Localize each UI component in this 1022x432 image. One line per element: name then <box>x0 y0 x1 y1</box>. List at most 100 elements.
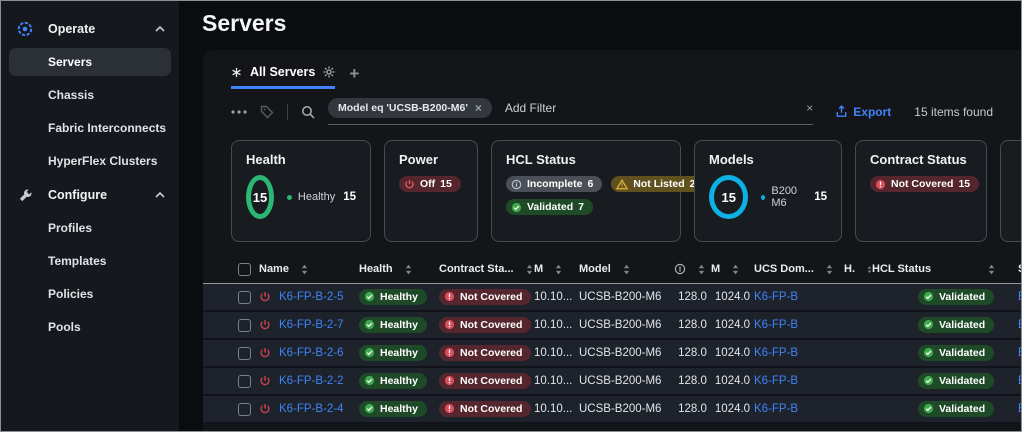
models-widget[interactable]: Models 15 B200 M6 15 <box>694 140 842 242</box>
ucs-domain-link[interactable]: K6-FP-B <box>754 375 799 387</box>
export-button[interactable]: Export <box>835 105 891 119</box>
chevron-up-icon[interactable] <box>155 192 165 198</box>
column-header-h[interactable]: H. <box>844 263 872 275</box>
ucs-domain-link[interactable]: K6-FP-B <box>754 403 799 415</box>
table-row[interactable]: K6-FP-B-2-2 Healthy Not Covered 10.10...… <box>203 368 1021 396</box>
column-header-model[interactable]: Model <box>579 263 674 275</box>
sort-icon[interactable] <box>867 264 872 275</box>
remove-filter-icon[interactable]: × <box>474 101 482 115</box>
server-profile-link[interactable]: B <box>1009 347 1021 359</box>
health-label: Healthy <box>380 402 418 415</box>
sidebar-item-fabric-interconnects[interactable]: Fabric Interconnects <box>9 114 171 142</box>
column-header-cpu[interactable] <box>674 263 711 275</box>
server-profile-link[interactable]: B <box>1009 319 1021 331</box>
table-row[interactable]: K6-FP-B-2-7 Healthy Not Covered 10.10...… <box>203 312 1021 340</box>
ucs-domain-link[interactable]: K6-FP-B <box>754 347 799 359</box>
hcl-label: Validated <box>939 290 986 303</box>
server-profile-link[interactable]: B <box>1009 291 1021 303</box>
server-name-link[interactable]: K6-FP-B-2-2 <box>279 375 344 387</box>
server-profile-link[interactable]: B <box>1009 375 1021 387</box>
filter-chip[interactable]: Model eq 'UCSB-B200-M6' × <box>328 98 492 118</box>
hcl-not-listed-badge[interactable]: Not Listed 2 <box>611 176 705 192</box>
contract-label: Not Covered <box>460 402 523 415</box>
sort-icon[interactable] <box>732 264 739 275</box>
row-checkbox[interactable] <box>238 402 251 416</box>
sort-icon[interactable] <box>405 264 412 275</box>
table-row[interactable]: K6-FP-B-2-4 Healthy Not Covered 10.10...… <box>203 396 1021 424</box>
sort-icon[interactable] <box>623 264 630 275</box>
column-header-health[interactable]: Health <box>359 263 439 275</box>
power-off-badge[interactable]: Off 15 <box>399 176 461 192</box>
legend-dot <box>286 194 292 200</box>
sort-icon[interactable] <box>526 264 533 275</box>
divider <box>287 103 288 120</box>
power-widget[interactable]: Power Off 15 <box>384 140 478 242</box>
view-settings-gear-icon[interactable] <box>323 66 335 78</box>
ucs-domain-link[interactable]: K6-FP-B <box>754 291 799 303</box>
column-label: M <box>534 263 544 275</box>
sidebar-item-pools[interactable]: Pools <box>9 313 171 341</box>
sort-icon[interactable] <box>698 264 705 275</box>
health-badge: Healthy <box>359 288 427 305</box>
sort-icon[interactable] <box>988 264 995 275</box>
sidebar-section-operate[interactable]: Operate <box>1 15 179 43</box>
column-header-name[interactable]: Name <box>259 263 359 275</box>
sidebar-item-hyperflex-clusters[interactable]: HyperFlex Clusters <box>9 147 171 175</box>
not-covered-badge[interactable]: Not Covered 15 <box>870 176 980 192</box>
hcl-incomplete-badge[interactable]: Incomplete 6 <box>506 176 603 192</box>
column-header-server-profile[interactable]: S <box>1009 263 1021 275</box>
management-ip: 10.10... <box>534 319 573 331</box>
chevron-up-icon[interactable] <box>155 26 165 32</box>
sort-icon[interactable] <box>555 264 562 275</box>
tag-icon[interactable] <box>260 105 274 119</box>
contract-status-widget[interactable]: Contract Status Not Covered 15 <box>855 140 987 242</box>
server-name-link[interactable]: K6-FP-B-2-7 <box>279 319 344 331</box>
health-badge: Healthy <box>359 316 427 333</box>
sidebar-item-policies[interactable]: Policies <box>9 280 171 308</box>
tab-label: All Servers <box>250 65 316 79</box>
sidebar-item-profiles[interactable]: Profiles <box>9 214 171 242</box>
row-checkbox[interactable] <box>238 290 251 304</box>
ucs-domain-link[interactable]: K6-FP-B <box>754 319 799 331</box>
sidebar: Operate Servers Chassis Fabric Interconn… <box>1 1 179 431</box>
sidebar-item-chassis[interactable]: Chassis <box>9 81 171 109</box>
column-header-hcl-status[interactable]: HCL Status <box>872 263 1009 275</box>
filter-input[interactable]: Model eq 'UCSB-B200-M6' × Add Filter × <box>328 98 814 125</box>
add-filter-placeholder[interactable]: Add Filter <box>504 101 557 115</box>
health-donut: 15 <box>246 175 274 219</box>
server-name-link[interactable]: K6-FP-B-2-6 <box>279 347 344 359</box>
search-icon[interactable] <box>301 105 315 119</box>
row-checkbox[interactable] <box>238 346 251 360</box>
select-all-checkbox[interactable] <box>238 262 251 276</box>
column-header-memory[interactable]: M <box>711 263 754 275</box>
sidebar-section-configure[interactable]: Configure <box>1 181 179 209</box>
sidebar-item-label: Servers <box>48 55 93 69</box>
server-name-link[interactable]: K6-FP-B-2-4 <box>279 403 344 415</box>
more-actions-icon[interactable] <box>231 109 247 114</box>
sort-icon[interactable] <box>826 264 833 275</box>
hcl-validated-badge[interactable]: Validated 7 <box>506 199 593 215</box>
server-name-link[interactable]: K6-FP-B-2-5 <box>279 291 344 303</box>
legend-label: Healthy <box>297 191 336 203</box>
sidebar-item-templates[interactable]: Templates <box>9 247 171 275</box>
table-row[interactable]: K6-FP-B-2-5 Healthy Not Covered 10.10...… <box>203 284 1021 312</box>
column-label: S <box>1018 263 1021 275</box>
sidebar-item-servers[interactable]: Servers <box>9 48 171 76</box>
row-checkbox[interactable] <box>238 374 251 388</box>
sort-icon[interactable] <box>301 264 308 275</box>
clear-filters-icon[interactable]: × <box>806 101 814 115</box>
add-view-button[interactable]: + <box>349 63 360 83</box>
row-checkbox[interactable] <box>238 318 251 332</box>
tab-all-servers[interactable]: All Servers <box>231 65 336 89</box>
health-widget[interactable]: Health 15 Healthy 15 <box>231 140 371 242</box>
hcl-status-widget[interactable]: HCL Status Incomplete 6 Not Listed <box>491 140 705 242</box>
column-header-ucs-domain[interactable]: UCS Dom... <box>754 263 844 275</box>
server-profile-link[interactable]: B <box>1009 403 1021 415</box>
check-circle-icon <box>364 292 375 302</box>
column-header-management-ip[interactable]: M <box>534 263 579 275</box>
table-row[interactable]: K6-FP-B-2-6 Healthy Not Covered 10.10...… <box>203 340 1021 368</box>
management-ip: 10.10... <box>534 375 573 387</box>
hcl-badge: Validated <box>918 344 995 361</box>
column-header-contract-status[interactable]: Contract Sta... <box>439 263 534 275</box>
